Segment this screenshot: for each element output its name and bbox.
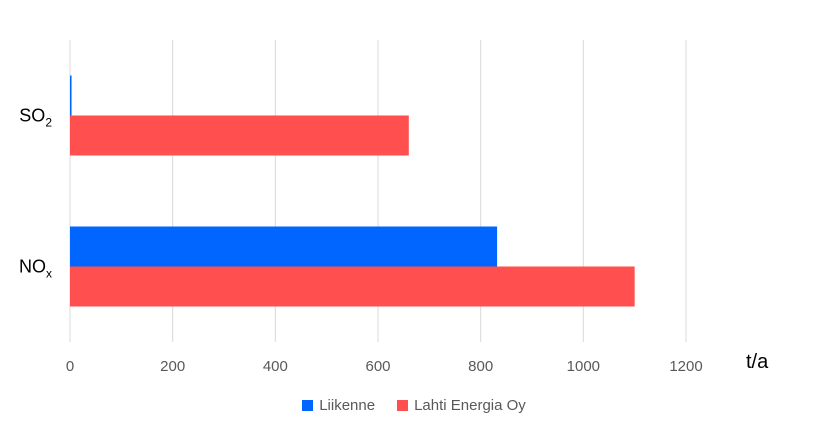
bar-nox-series-0 [70, 226, 498, 267]
bars [70, 75, 635, 307]
bar-so2-series-1 [70, 115, 409, 156]
legend: Liikenne Lahti Energia Oy [0, 394, 828, 416]
category-label-nox: NOx [19, 257, 52, 281]
x-tick-labels: 0 200 400 600 800 1000 1200 [66, 358, 703, 375]
legend-label-lahti-energia: Lahti Energia Oy [414, 396, 526, 414]
x-tick-label-0: 0 [66, 358, 74, 375]
legend-item-liikenne: Liikenne [302, 397, 375, 414]
bar-nox-series-1 [70, 266, 635, 307]
category-label-so2: SO2 [19, 106, 52, 130]
legend-item-lahti-energia: Lahti Energia Oy [397, 397, 526, 414]
bar-so2-series-0 [70, 75, 72, 116]
category-labels: SO2 NOx [19, 106, 52, 281]
x-tick-label-800: 800 [468, 358, 493, 375]
legend-label-liikenne: Liikenne [319, 396, 376, 414]
x-tick-label-600: 600 [365, 358, 390, 375]
x-tick-label-1200: 1200 [669, 358, 702, 375]
x-tick-label-400: 400 [263, 358, 288, 375]
x-axis-unit-label: t/a [746, 351, 769, 373]
x-tick-label-200: 200 [160, 358, 185, 375]
legend-swatch-liikenne [302, 399, 314, 411]
gridlines [69, 40, 687, 342]
legend-swatch-lahti-energia [397, 399, 409, 411]
x-tick-label-1000: 1000 [567, 358, 600, 375]
